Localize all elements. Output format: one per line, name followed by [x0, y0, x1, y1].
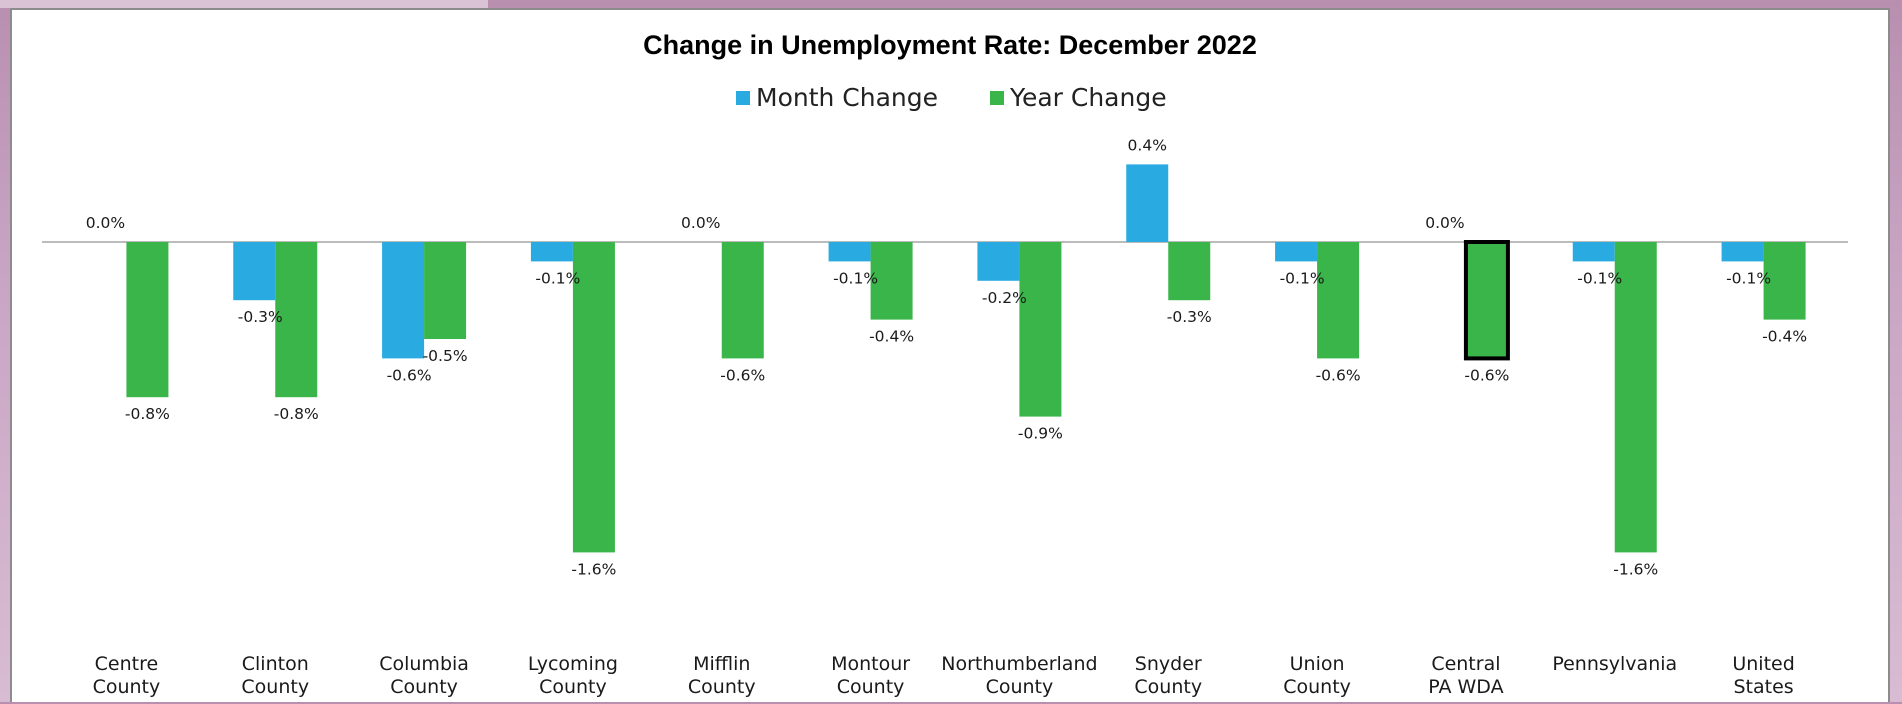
- legend: Month Change Year Change: [736, 83, 1167, 112]
- category-label-11: United States: [1732, 653, 1794, 698]
- year-change-bar-6: [1019, 242, 1062, 417]
- month-change-label-9: 0.0%: [1425, 214, 1464, 232]
- category-labels-group: Centre County Clinton County Columbia County L…: [93, 653, 1795, 698]
- year-change-label-11: -0.4%: [1762, 328, 1807, 346]
- year-change-bar-10: [1614, 242, 1657, 553]
- month-change-bar-7: [1126, 164, 1169, 242]
- year-change-label-5: -0.4%: [869, 328, 914, 346]
- month-change-bar-2: [382, 242, 425, 359]
- month-change-bar-3: [530, 242, 573, 262]
- year-change-label-0: -0.8%: [125, 405, 170, 423]
- year-change-label-1: -0.8%: [274, 405, 319, 423]
- category-label-4: Mifflin County: [688, 653, 756, 698]
- year-change-bar-2: [424, 242, 467, 339]
- year-change-label-9: -0.6%: [1464, 366, 1509, 384]
- chart: Change in Unemployment Rate: December 20…: [42, 30, 1848, 698]
- month-change-label-3: -0.1%: [535, 269, 580, 287]
- month-change-label-6: -0.2%: [982, 289, 1027, 307]
- year-change-label-8: -0.6%: [1316, 366, 1361, 384]
- month-change-label-8: -0.1%: [1280, 269, 1325, 287]
- month-change-label-4: 0.0%: [681, 214, 720, 232]
- year-change-bar-3: [572, 242, 615, 553]
- legend-label-month-change: Month Change: [756, 83, 938, 112]
- category-label-2: Columbia County: [379, 653, 469, 698]
- category-label-0: Centre County: [93, 653, 161, 698]
- chart-title: Change in Unemployment Rate: December 20…: [643, 30, 1257, 60]
- legend-swatch-month-change: [736, 91, 750, 105]
- year-change-label-7: -0.3%: [1167, 308, 1212, 326]
- year-change-bar-9: [1463, 240, 1510, 361]
- category-label-3: Lycoming County: [528, 653, 618, 698]
- category-label-9: Central PA WDA: [1428, 653, 1503, 698]
- data-labels-group: 0.0%-0.8%-0.3%-0.8%-0.6%-0.5%-0.1%-1.6%0…: [86, 136, 1807, 578]
- year-change-bar-5: [870, 242, 913, 320]
- month-change-label-5: -0.1%: [833, 269, 878, 287]
- year-change-label-6: -0.9%: [1018, 425, 1063, 443]
- month-change-label-0: 0.0%: [86, 214, 125, 232]
- year-change-label-2: -0.5%: [423, 347, 468, 365]
- bars-group: [126, 164, 1806, 553]
- month-change-label-10: -0.1%: [1577, 269, 1622, 287]
- category-label-8: Union County: [1283, 653, 1351, 698]
- category-label-7: Snyder County: [1134, 653, 1202, 698]
- month-change-label-7: 0.4%: [1128, 136, 1167, 154]
- year-change-bar-8: [1317, 242, 1360, 359]
- category-label-10: Pennsylvania: [1552, 653, 1677, 675]
- chart-frame: Change in Unemployment Rate: December 20…: [10, 8, 1890, 702]
- month-change-label-1: -0.3%: [238, 308, 283, 326]
- year-change-label-10: -1.6%: [1613, 560, 1658, 578]
- year-change-label-4: -0.6%: [720, 366, 765, 384]
- legend-label-year-change: Year Change: [1009, 83, 1167, 112]
- month-change-bar-6: [977, 242, 1020, 281]
- month-change-label-2: -0.6%: [387, 366, 432, 384]
- year-change-bar-4: [721, 242, 764, 359]
- category-label-5: Montour County: [831, 653, 910, 698]
- month-change-label-11: -0.1%: [1726, 269, 1771, 287]
- month-change-bar-11: [1721, 242, 1764, 262]
- year-change-bar-11: [1763, 242, 1806, 320]
- month-change-bar-8: [1275, 242, 1318, 262]
- legend-swatch-year-change: [990, 91, 1004, 105]
- year-change-bar-7: [1168, 242, 1211, 301]
- category-label-1: Clinton County: [241, 653, 309, 698]
- background-strip: [0, 0, 488, 8]
- year-change-label-3: -1.6%: [571, 560, 616, 578]
- year-change-bar-0: [126, 242, 169, 398]
- year-change-bar-1: [275, 242, 318, 398]
- category-label-6: Northumberland County: [941, 653, 1097, 698]
- month-change-bar-10: [1572, 242, 1615, 262]
- month-change-bar-5: [828, 242, 871, 262]
- month-change-bar-1: [233, 242, 276, 301]
